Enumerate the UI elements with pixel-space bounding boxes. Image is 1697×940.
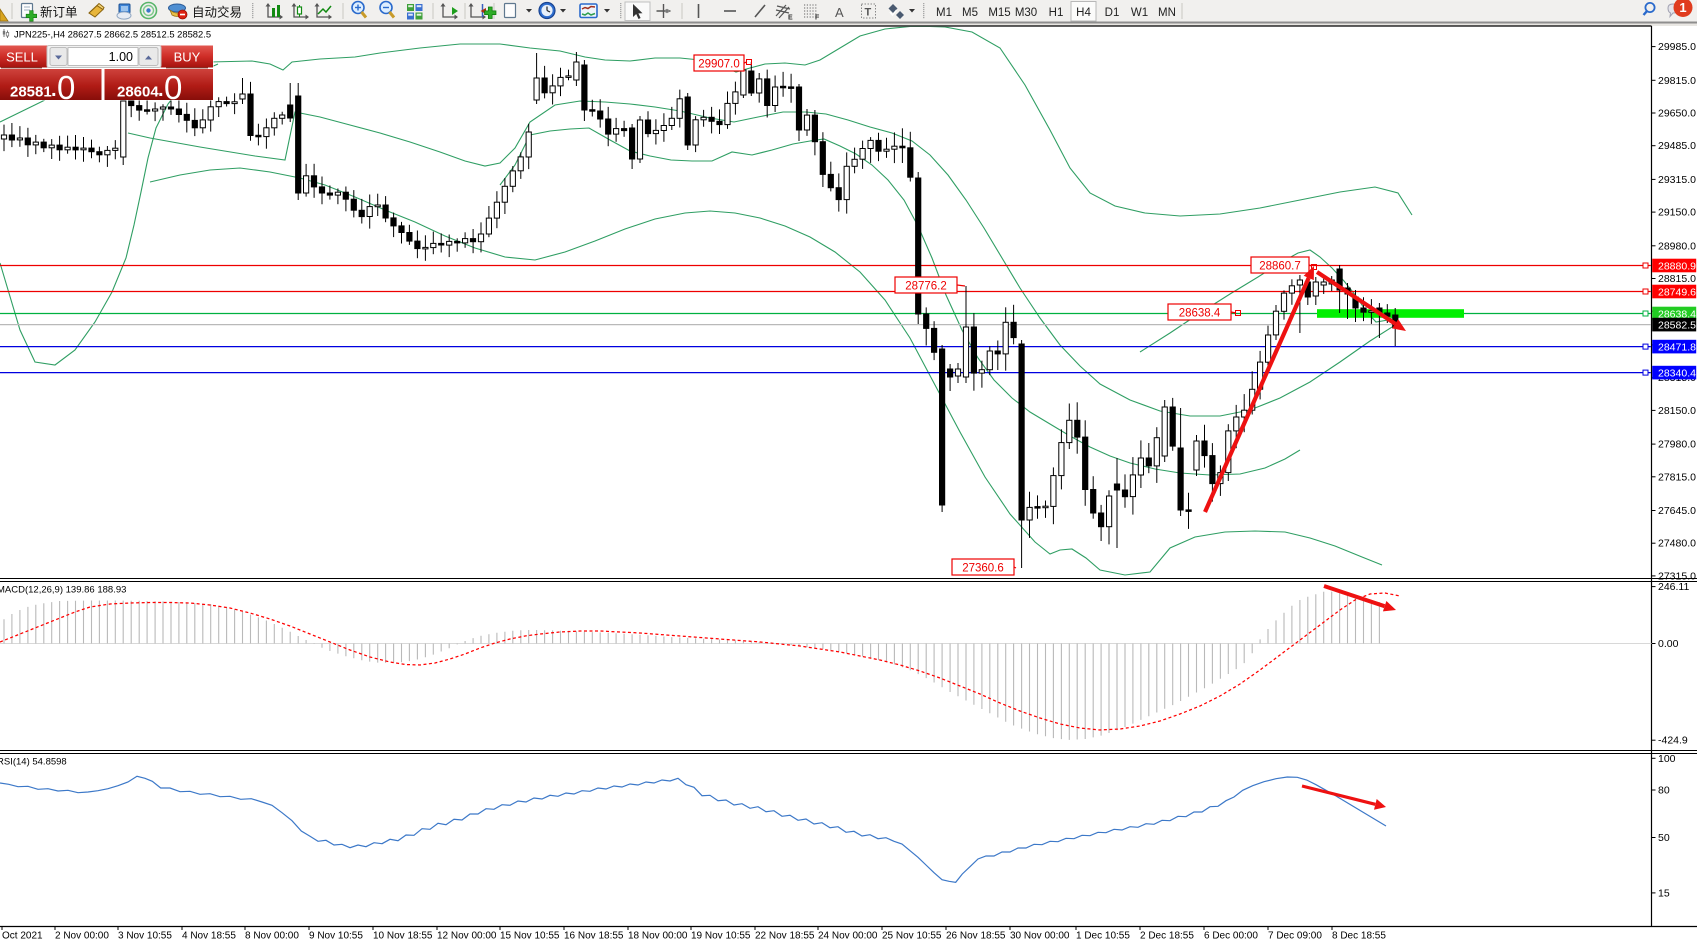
- svg-text:12 Nov 00:00: 12 Nov 00:00: [437, 931, 497, 940]
- svg-text:自动交易: 自动交易: [192, 5, 242, 20]
- svg-text:28776.2: 28776.2: [905, 281, 947, 293]
- svg-text:15 Nov 10:55: 15 Nov 10:55: [500, 931, 560, 940]
- svg-text:6 Dec 00:00: 6 Dec 00:00: [1204, 931, 1258, 940]
- svg-text:24 Nov 00:00: 24 Nov 00:00: [818, 931, 878, 940]
- svg-text:29815.0: 29815.0: [1658, 75, 1696, 87]
- svg-text:MACD(12,26,9) 139.86 188.93: MACD(12,26,9) 139.86 188.93: [0, 585, 126, 596]
- svg-text:28638.4: 28638.4: [1179, 308, 1221, 320]
- svg-text:10 Nov 18:55: 10 Nov 18:55: [373, 931, 433, 940]
- svg-text:E: E: [788, 15, 793, 22]
- svg-text:28815.0: 28815.0: [1658, 273, 1696, 285]
- svg-text:100: 100: [1658, 753, 1676, 765]
- svg-text:30 Nov 00:00: 30 Nov 00:00: [1010, 931, 1070, 940]
- svg-text:27645.0: 27645.0: [1658, 505, 1696, 517]
- svg-text:29985.0: 29985.0: [1658, 41, 1696, 53]
- svg-text:T: T: [865, 7, 872, 19]
- svg-text:3 Nov 10:55: 3 Nov 10:55: [118, 931, 172, 940]
- svg-text:M30: M30: [1015, 7, 1037, 19]
- svg-text:2 Nov 00:00: 2 Nov 00:00: [55, 931, 109, 940]
- svg-text:29315.0: 29315.0: [1658, 174, 1696, 186]
- svg-text:28471.8: 28471.8: [1658, 341, 1696, 353]
- svg-text:15: 15: [1658, 887, 1670, 899]
- svg-text:Oct 2021: Oct 2021: [2, 931, 43, 940]
- svg-text:W1: W1: [1131, 7, 1148, 19]
- svg-text:0: 0: [57, 69, 75, 106]
- svg-text:新订单: 新订单: [40, 5, 78, 20]
- svg-text:-424.9: -424.9: [1658, 735, 1688, 747]
- svg-text:.: .: [51, 79, 57, 101]
- svg-text:22 Nov 18:55: 22 Nov 18:55: [755, 931, 815, 940]
- svg-text:27480.0: 27480.0: [1658, 538, 1696, 550]
- svg-text:28880.9: 28880.9: [1658, 260, 1696, 272]
- svg-text:MN: MN: [1158, 7, 1176, 19]
- svg-text:2 Dec 18:55: 2 Dec 18:55: [1140, 931, 1194, 940]
- svg-text:JPN225-,H4 28627.5 28662.5 28: JPN225-,H4 28627.5 28662.5 28512.5 28582…: [14, 29, 211, 40]
- svg-text:50: 50: [1658, 832, 1670, 844]
- svg-text:28150.0: 28150.0: [1658, 405, 1696, 417]
- svg-text:26 Nov 18:55: 26 Nov 18:55: [946, 931, 1006, 940]
- svg-text:16 Nov 18:55: 16 Nov 18:55: [564, 931, 624, 940]
- svg-text:28980.0: 28980.0: [1658, 240, 1696, 252]
- svg-text:28604: 28604: [117, 84, 159, 101]
- svg-text:A: A: [835, 5, 844, 20]
- svg-text:29150.0: 29150.0: [1658, 207, 1696, 219]
- svg-text:18 Nov 00:00: 18 Nov 00:00: [628, 931, 688, 940]
- svg-text:19 Nov 10:55: 19 Nov 10:55: [691, 931, 751, 940]
- svg-text:27815.0: 27815.0: [1658, 471, 1696, 483]
- svg-text:246.11: 246.11: [1658, 581, 1689, 593]
- svg-text:29907.0: 29907.0: [698, 59, 740, 71]
- svg-text:4 Nov 18:55: 4 Nov 18:55: [182, 931, 236, 940]
- svg-text:1: 1: [1679, 0, 1686, 15]
- svg-text:F: F: [815, 15, 820, 22]
- svg-text:M15: M15: [988, 7, 1010, 19]
- svg-text:28638.4: 28638.4: [1658, 308, 1696, 320]
- svg-text:28860.7: 28860.7: [1259, 261, 1301, 273]
- svg-text:27315.0: 27315.0: [1658, 570, 1696, 582]
- svg-text:29485.0: 29485.0: [1658, 140, 1696, 152]
- svg-text:28582.5: 28582.5: [1658, 319, 1696, 331]
- svg-text:H1: H1: [1049, 7, 1064, 19]
- svg-text:RSI(14) 54.8598: RSI(14) 54.8598: [0, 757, 67, 768]
- svg-text:1.00: 1.00: [109, 50, 133, 64]
- svg-text:BUY: BUY: [174, 50, 201, 65]
- svg-text:7 Dec 09:00: 7 Dec 09:00: [1268, 931, 1322, 940]
- svg-text:9 Nov 10:55: 9 Nov 10:55: [309, 931, 363, 940]
- svg-text:8 Dec 18:55: 8 Dec 18:55: [1332, 931, 1386, 940]
- svg-text:80: 80: [1658, 785, 1670, 797]
- svg-text:.: .: [158, 79, 164, 101]
- svg-text:27980.0: 27980.0: [1658, 439, 1696, 451]
- svg-text:25 Nov 10:55: 25 Nov 10:55: [882, 931, 942, 940]
- svg-text:H4: H4: [1076, 7, 1091, 19]
- svg-text:SELL: SELL: [6, 50, 38, 65]
- svg-text:8 Nov 00:00: 8 Nov 00:00: [245, 931, 299, 940]
- svg-text:0.00: 0.00: [1658, 638, 1679, 650]
- svg-text:29650.0: 29650.0: [1658, 108, 1696, 120]
- svg-text:27360.6: 27360.6: [962, 563, 1004, 575]
- svg-text:28581: 28581: [10, 84, 52, 101]
- svg-text:1 Dec 10:55: 1 Dec 10:55: [1076, 931, 1130, 940]
- svg-text:28749.6: 28749.6: [1658, 286, 1696, 298]
- svg-text:M5: M5: [962, 7, 978, 19]
- svg-text:0: 0: [164, 69, 182, 106]
- svg-text:D1: D1: [1105, 7, 1120, 19]
- svg-text:M1: M1: [936, 7, 952, 19]
- svg-text:28340.4: 28340.4: [1658, 367, 1696, 379]
